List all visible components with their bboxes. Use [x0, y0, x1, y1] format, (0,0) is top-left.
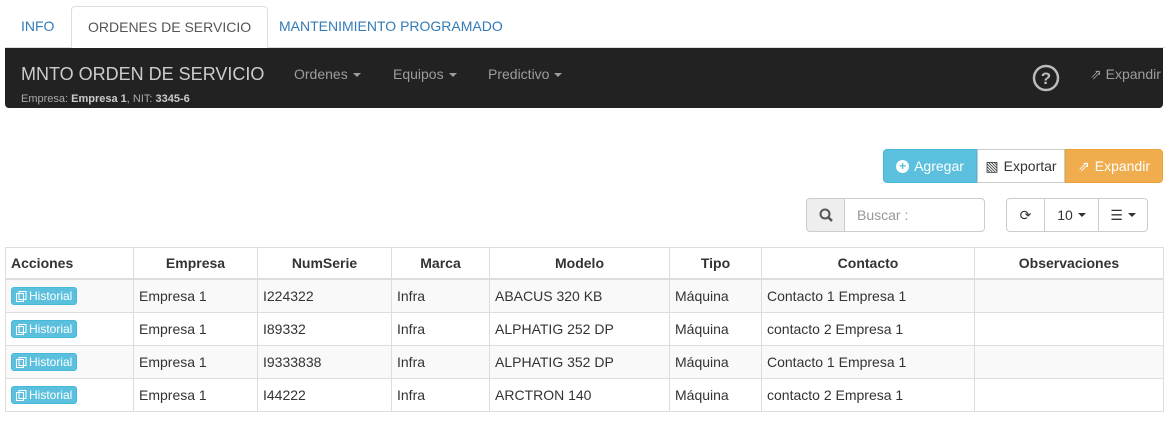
tab[interactable]: MANTENIMIENTO PROGRAMADO — [279, 18, 503, 34]
table-row: Historial Empresa 1 I224322 Infra ABACUS 320… — [5, 278, 1164, 313]
cell: Empresa 1 — [133, 378, 258, 412]
table-row: Historial Empresa 1 I44222 Infra ARCTRON 140… — [5, 378, 1164, 412]
history-button[interactable]: Historial — [11, 320, 78, 338]
column-header[interactable]: Acciones — [5, 247, 134, 280]
cell: Infra — [391, 378, 490, 412]
menu-label: Ordenes — [294, 66, 348, 82]
add-button[interactable]: + Agregar — [883, 149, 977, 183]
cell: contacto 2 Empresa 1 — [761, 378, 975, 412]
cell: Infra — [391, 312, 490, 346]
menu-label: Predictivo — [488, 66, 550, 82]
table-row: Historial Empresa 1 I89332 Infra ALPHATIG 25… — [5, 312, 1164, 346]
search-icon — [806, 198, 845, 232]
data-table: Acciones Empresa NumSerie Marca Modelo Tipo Co… — [5, 247, 1164, 412]
cell: Empresa 1 — [133, 345, 258, 379]
table-row: Historial Empresa 1 I9333838 Infra ALPHATIG … — [5, 345, 1164, 379]
cell: Historial — [5, 345, 134, 379]
cell — [974, 378, 1164, 412]
cell: ALPHATIG 352 DP — [489, 345, 670, 379]
svg-text:?: ? — [1041, 69, 1051, 88]
nit: 3345-6 — [155, 93, 190, 105]
tab[interactable]: ORDENES DE SERVICIO — [71, 6, 269, 51]
tab-bar: INFO ORDENES DE SERVICIO MANTENIMIENTO P… — [5, 6, 1165, 51]
export-button[interactable]: ▧ Exportar — [977, 149, 1065, 183]
expand-label: Expandir — [1105, 66, 1161, 82]
cell: ARCTRON 140 — [489, 378, 670, 412]
page-size: 10 — [1057, 207, 1073, 223]
button-label: Expandir — [1094, 158, 1150, 174]
cell: Contacto 1 Empresa 1 — [761, 278, 975, 313]
history-button[interactable]: Historial — [11, 287, 78, 305]
label: , NIT: — [126, 93, 153, 105]
menu[interactable]: Equipos — [393, 66, 457, 82]
expand-button[interactable]: ⇗ Expandir — [1065, 149, 1163, 183]
cell: Máquina — [669, 378, 762, 412]
menu[interactable]: Ordenes — [294, 66, 361, 82]
company-info: Empresa: Empresa 1, NIT: 3345-6 — [21, 93, 190, 105]
history-button[interactable]: Historial — [11, 353, 78, 371]
button-label: Historial — [29, 322, 73, 336]
cell: Empresa 1 — [133, 312, 258, 346]
cell: Historial — [5, 312, 134, 346]
company: Empresa 1 — [71, 93, 127, 105]
cell: I44222 — [257, 378, 392, 412]
cell: Contacto 1 Empresa 1 — [761, 345, 975, 379]
columns-button[interactable]: ☰ — [1098, 198, 1148, 232]
button-label: Historial — [29, 355, 73, 369]
cell: ALPHATIG 252 DP — [489, 312, 670, 346]
cell — [974, 278, 1164, 313]
cell: Empresa 1 — [133, 278, 258, 313]
cell: Máquina — [669, 312, 762, 346]
navbar: MNTO ORDEN DE SERVICIO Empresa: Empresa … — [5, 48, 1163, 108]
cell: Máquina — [669, 278, 762, 313]
cell: contacto 2 Empresa 1 — [761, 312, 975, 346]
header-row: Acciones Empresa NumSerie Marca Modelo Tipo Co… — [5, 247, 1164, 280]
search-input[interactable]: Buscar : — [844, 198, 985, 232]
expand-link[interactable]: ⇗ Expandir — [1090, 66, 1161, 82]
column-header[interactable]: NumSerie — [257, 247, 392, 280]
table-body: Historial Empresa 1 I224322 Infra ABACUS 320… — [5, 278, 1164, 412]
cell: Historial — [5, 278, 134, 313]
cell: Historial — [5, 378, 134, 412]
history-button[interactable]: Historial — [11, 386, 78, 404]
cell: I224322 — [257, 278, 392, 313]
menu[interactable]: Predictivo — [488, 66, 563, 82]
brand[interactable]: MNTO ORDEN DE SERVICIO — [21, 64, 265, 84]
button-label: Historial — [29, 388, 73, 402]
label: Empresa: — [21, 93, 69, 105]
cell — [974, 345, 1164, 379]
button-label: Historial — [29, 289, 73, 303]
column-header[interactable]: Contacto — [761, 247, 975, 280]
refresh-button[interactable]: ⟳ — [1006, 198, 1045, 232]
page-size-button[interactable]: 10 — [1044, 198, 1099, 232]
column-header[interactable]: Empresa — [133, 247, 258, 280]
column-header[interactable]: Marca — [391, 247, 490, 280]
cell: I9333838 — [257, 345, 392, 379]
menu-label: Equipos — [393, 66, 444, 82]
column-header[interactable]: Tipo — [669, 247, 762, 280]
cell: Infra — [391, 345, 490, 379]
cell: ABACUS 320 KB — [489, 278, 670, 313]
placeholder: Buscar : — [857, 207, 909, 223]
column-header[interactable]: Observaciones — [974, 247, 1164, 280]
column-header[interactable]: Modelo — [489, 247, 670, 280]
cell: Máquina — [669, 345, 762, 379]
button-label: Agregar — [914, 158, 964, 174]
button-label: Exportar — [1003, 158, 1057, 174]
cell: Infra — [391, 278, 490, 313]
tab[interactable]: INFO — [21, 18, 55, 34]
cell: I89332 — [257, 312, 392, 346]
cell — [974, 312, 1164, 346]
help-icon[interactable]: ? — [1031, 63, 1061, 93]
